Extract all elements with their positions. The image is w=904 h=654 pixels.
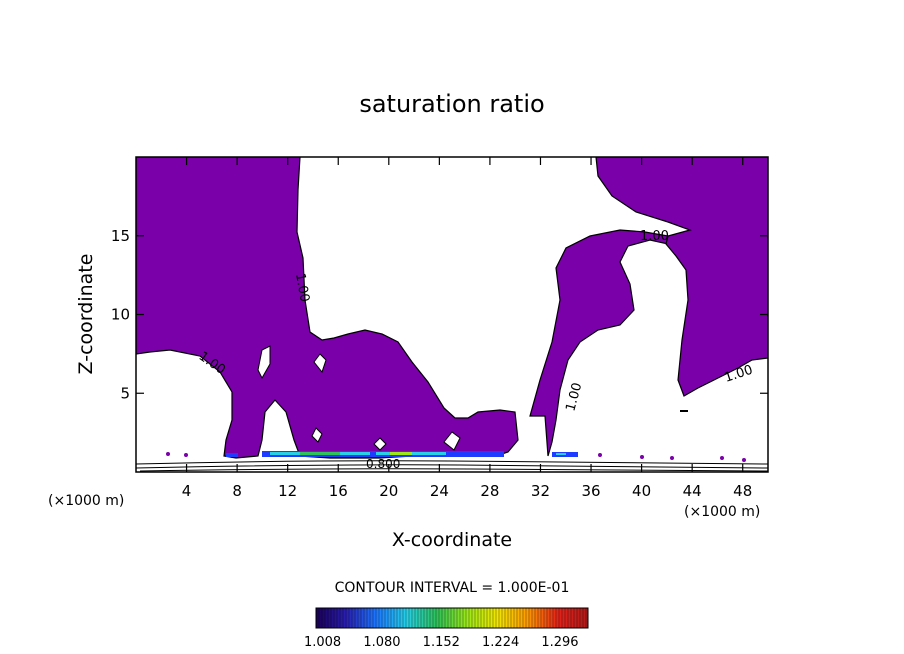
contour-hole	[311, 427, 323, 443]
contour-line	[136, 464, 768, 469]
x-tick-label: 16	[329, 482, 348, 500]
x-tick-label: 8	[232, 482, 242, 500]
y-axis-label: Z-coordinate	[75, 254, 97, 375]
y-tick-label: 5	[120, 384, 130, 402]
chart-title: saturation ratio	[359, 90, 544, 118]
contour-blob	[720, 456, 724, 460]
contour-fill-region	[595, 157, 768, 397]
x-tick-label: 44	[683, 482, 702, 500]
contour-line	[136, 460, 768, 465]
contour-blob	[640, 455, 644, 459]
contour-label: 1.00	[640, 229, 669, 244]
contour-hole	[313, 353, 327, 374]
contour-blob	[166, 452, 170, 456]
contour-band	[226, 453, 238, 457]
contour-fill-region	[529, 229, 669, 457]
contour-band	[300, 452, 340, 455]
contour-band	[556, 453, 566, 455]
colorbar: 1.008 1.080 1.152 1.224 1.296	[304, 607, 589, 650]
contour-line	[139, 468, 768, 472]
x-tick-label: 24	[430, 482, 449, 500]
contour-band	[390, 452, 412, 455]
x-tick-label: 36	[581, 482, 600, 500]
x-tick-label: 32	[531, 482, 550, 500]
x-tick-label: 40	[632, 482, 651, 500]
x-axis: 4 8 12 16 20 24 28 32 36 40 44 48	[182, 157, 752, 500]
contour-hole	[443, 431, 461, 451]
x-axis-label: X-coordinate	[392, 529, 512, 551]
colorbar-frame	[315, 607, 589, 629]
contour-blob	[184, 453, 188, 457]
y-tick-label: 10	[111, 306, 130, 324]
x-tick-label: 48	[733, 482, 752, 500]
contour-label: 1.00	[563, 381, 585, 413]
contour-blob	[742, 458, 746, 462]
contour-blob	[680, 410, 688, 412]
contour-hole	[257, 345, 271, 380]
plot-area	[136, 157, 768, 472]
contour-label: 0.800	[366, 457, 400, 471]
colorbar-tick-label: 1.008	[304, 635, 341, 650]
colorbar-tick-label: 1.296	[541, 635, 578, 650]
colorbar-tick-label: 1.152	[423, 635, 460, 650]
x-unit-left: (×1000 m)	[48, 493, 124, 509]
x-unit-right: (×1000 m)	[684, 504, 760, 520]
contour-interval-text: CONTOUR INTERVAL = 1.000E-01	[335, 580, 570, 596]
colorbar-tick-label: 1.080	[363, 635, 400, 650]
y-tick-label: 15	[111, 227, 130, 245]
x-tick-label: 12	[278, 482, 297, 500]
colorbar-tick-label: 1.224	[482, 635, 519, 650]
contour-hole	[373, 437, 387, 451]
y-axis: 5 10 15	[111, 227, 768, 402]
x-tick-label: 20	[379, 482, 398, 500]
contour-blob	[670, 456, 674, 460]
x-tick-label: 4	[182, 482, 192, 500]
contour-blob	[598, 453, 602, 457]
contour-label: 1.00	[292, 272, 312, 303]
x-tick-label: 28	[480, 482, 499, 500]
